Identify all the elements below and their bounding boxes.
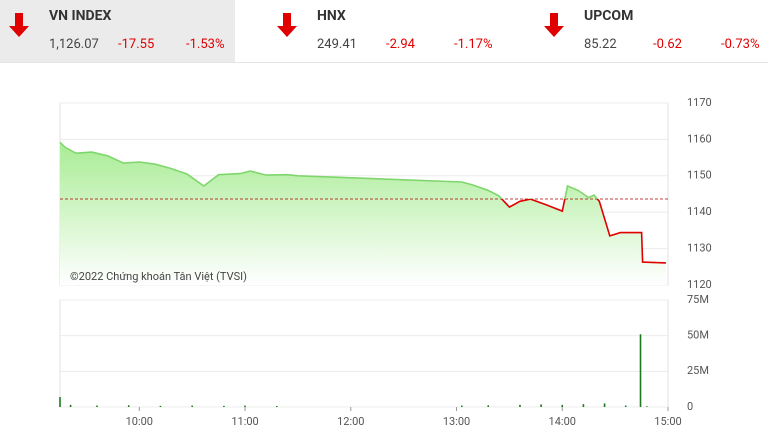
index-panel[interactable]: VN INDEX 1,126.07 -17.55 -1.53% <box>0 0 235 62</box>
down-arrow <box>544 13 564 37</box>
volume-bar <box>159 405 162 407</box>
volume-bar <box>244 405 246 407</box>
index-change: -17.55 <box>118 37 155 52</box>
index-value: 1,126.07 <box>49 37 99 52</box>
volume-bar <box>582 404 585 407</box>
index-value: 85.22 <box>584 37 617 52</box>
volume-bar <box>624 405 627 407</box>
index-value: 249.41 <box>317 37 357 52</box>
y-tick-label: 25M <box>687 364 709 377</box>
y-tick-label: 1130 <box>687 242 712 255</box>
index-panel[interactable]: HNX 249.41 -2.94 -1.17% <box>268 0 503 62</box>
volume-bar <box>561 404 564 407</box>
volume-bar <box>461 405 463 407</box>
volume-panel <box>59 299 669 408</box>
index-change: -2.94 <box>386 37 415 52</box>
index-name: HNX <box>317 8 346 24</box>
y-tick-label: 1170 <box>687 96 712 109</box>
y-tick-label: 1160 <box>687 132 712 145</box>
volume-bar <box>639 334 642 407</box>
price-line <box>59 141 666 264</box>
index-name: VN INDEX <box>49 8 112 24</box>
price-area <box>60 142 666 285</box>
y-tick-label: 0 <box>687 400 693 413</box>
down-arrow <box>9 13 29 37</box>
volume-bar <box>191 405 193 407</box>
index-change: -0.62 <box>653 37 682 52</box>
y-tick-label: 1150 <box>687 169 712 182</box>
index-name: UPCOM <box>584 8 634 24</box>
y-tick-label: 1120 <box>687 278 712 291</box>
volume-bar <box>275 406 278 407</box>
copyright: ©2022 Chứng khoán Tân Việt (TVSI) <box>70 270 247 283</box>
x-tick-label: 15:00 <box>654 415 681 428</box>
x-tick-label: 12:00 <box>337 415 364 428</box>
index-panel[interactable]: UPCOM 85.22 -0.62 -0.73% <box>535 0 768 62</box>
x-tick-label: 13:00 <box>443 415 470 428</box>
volume-bar <box>646 406 648 407</box>
volume-bar <box>59 397 61 407</box>
volume-bar <box>487 405 490 407</box>
y-tick-label: 75M <box>687 293 709 306</box>
index-percent: -1.17% <box>454 37 493 52</box>
volume-bar <box>603 403 606 407</box>
y-tick-label: 1140 <box>687 205 712 218</box>
y-tick-label: 50M <box>687 329 709 342</box>
volume-bar <box>69 404 72 407</box>
x-tick-label: 11:00 <box>231 415 258 428</box>
index-percent: -0.73% <box>721 37 760 52</box>
volume-bar <box>540 404 542 407</box>
volume-bar <box>96 405 98 407</box>
x-tick-label: 10:00 <box>126 415 153 428</box>
index-header: VN INDEX 1,126.07 -17.55 -1.53% HNX 249.41 -2.… <box>0 0 768 63</box>
index-percent: -1.53% <box>186 37 225 52</box>
down-arrow <box>277 13 297 37</box>
volume-bar <box>127 405 130 407</box>
x-tick-label: 14:00 <box>549 415 576 428</box>
volume-bar <box>223 405 225 407</box>
volume-bar <box>519 404 521 407</box>
